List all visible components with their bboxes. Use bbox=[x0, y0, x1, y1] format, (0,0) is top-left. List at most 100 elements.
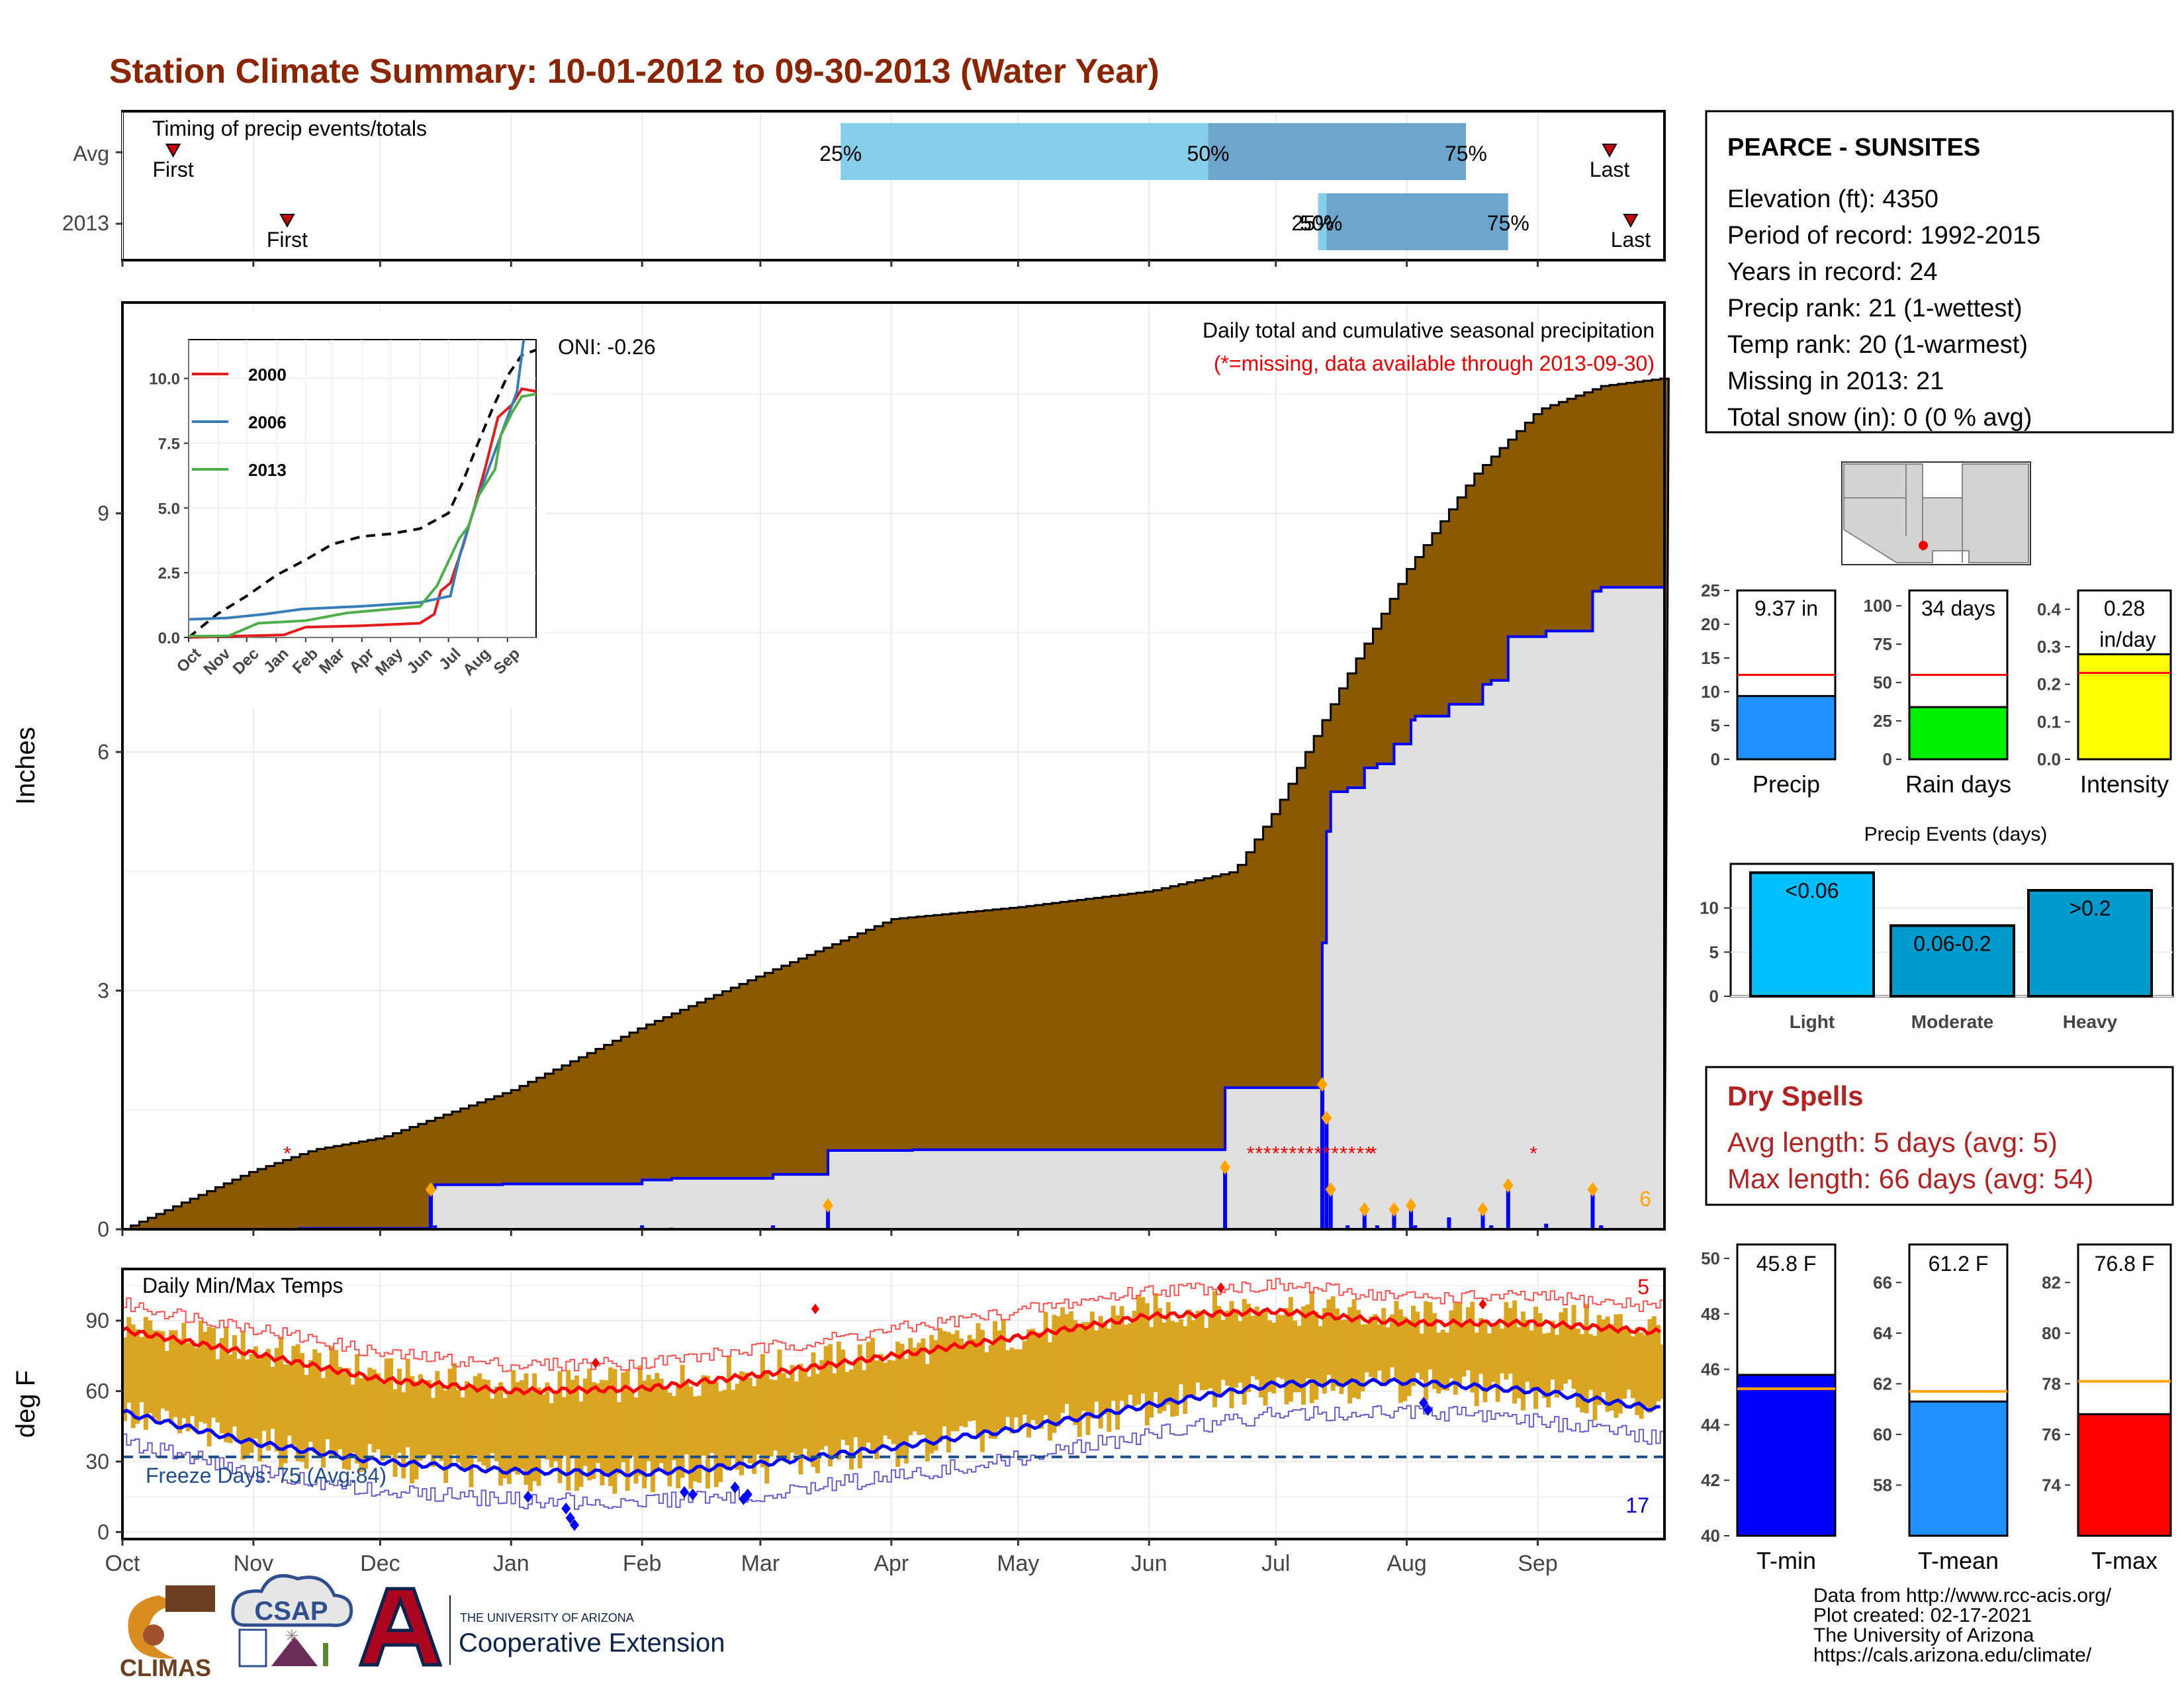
daily-temp-bar bbox=[431, 1397, 435, 1467]
daily-temp-bar bbox=[1174, 1322, 1179, 1416]
month-tick-label: May bbox=[997, 1551, 1039, 1576]
daily-temp-bar bbox=[899, 1344, 905, 1458]
temp-summary-ytick-label: 76 bbox=[2042, 1425, 2061, 1444]
temp-summary-ytick-label: 74 bbox=[2042, 1475, 2061, 1495]
events-bar bbox=[2027, 889, 2153, 998]
daily-temp-bar bbox=[1242, 1299, 1247, 1405]
daily-temp-bar bbox=[329, 1346, 334, 1456]
daily-temp-bar bbox=[232, 1335, 237, 1427]
daily-temp-bar bbox=[625, 1369, 630, 1491]
daily-precip-marker bbox=[1220, 1160, 1231, 1175]
footer-line: Plot created: 02-17-2021 bbox=[1813, 1605, 2032, 1626]
missing-marker: * bbox=[1281, 1143, 1289, 1164]
daily-temp-bar bbox=[1495, 1323, 1500, 1402]
inset-line-2013 bbox=[188, 393, 537, 638]
daily-temp-bar bbox=[494, 1386, 499, 1462]
daily-temp-bar bbox=[752, 1386, 757, 1474]
daily-temp-bar bbox=[815, 1374, 820, 1474]
daily-temp-bar bbox=[1297, 1325, 1302, 1393]
temp-summary-label: T-mean bbox=[1918, 1547, 1999, 1574]
missing-marker: * bbox=[1247, 1143, 1255, 1164]
summary-value-bar bbox=[2077, 653, 2172, 761]
oni-label: ONI: -0.26 bbox=[558, 335, 656, 359]
daily-temp-bar bbox=[1356, 1309, 1361, 1399]
daily-temp-bar bbox=[646, 1374, 651, 1462]
daily-temp-bar bbox=[1486, 1333, 1492, 1389]
daily-temp-bar bbox=[853, 1360, 858, 1438]
month-tick-label: Jan bbox=[493, 1551, 529, 1576]
summary-ytick-label: 0 bbox=[1711, 749, 1720, 769]
daily-temp-bar bbox=[1373, 1314, 1378, 1382]
daily-temp-bar bbox=[692, 1396, 698, 1481]
precip-ytick-label: 3 bbox=[97, 978, 109, 1002]
temp-ytick-label: 60 bbox=[85, 1379, 109, 1403]
daily-temp-bar bbox=[126, 1317, 132, 1403]
daily-temp-bar bbox=[1398, 1309, 1403, 1403]
daily-temp-bar bbox=[152, 1330, 157, 1419]
daily-temp-bar bbox=[773, 1380, 778, 1451]
y2013-last-marker bbox=[1623, 214, 1639, 228]
daily-temp-bar bbox=[1381, 1307, 1387, 1387]
daily-temp-bar bbox=[1592, 1335, 1598, 1421]
daily-temp-bar bbox=[988, 1344, 993, 1439]
locator-map bbox=[1841, 461, 2031, 565]
daily-temp-bar bbox=[591, 1382, 596, 1479]
summary-ytick-label: 100 bbox=[1864, 596, 1892, 616]
daily-temp-bar bbox=[1250, 1315, 1255, 1376]
daily-temp-bar bbox=[410, 1376, 415, 1483]
events-category-label: Heavy bbox=[2063, 1011, 2118, 1032]
missing-marker: * bbox=[1314, 1143, 1322, 1164]
daily-temp-bar bbox=[574, 1375, 580, 1491]
avg-min-line bbox=[122, 1377, 1661, 1477]
temp-ytick-label: 0 bbox=[97, 1520, 109, 1544]
daily-temp-bar bbox=[709, 1381, 715, 1453]
daily-temp-bar bbox=[435, 1371, 440, 1458]
daily-temp-bar bbox=[1635, 1327, 1640, 1415]
daily-temp-bar bbox=[844, 1372, 850, 1446]
daily-temp-bar bbox=[917, 1342, 922, 1435]
month-tick-label: Apr bbox=[874, 1551, 909, 1576]
daily-temp-bar bbox=[587, 1368, 592, 1481]
daily-temp-bar bbox=[1009, 1347, 1015, 1434]
daily-temp-bar bbox=[169, 1330, 174, 1425]
missing-note: (*=missing, data available through 2013-… bbox=[1214, 352, 1655, 375]
temp-summary-ytick-label: 58 bbox=[1873, 1475, 1892, 1495]
daily-temp-bar bbox=[384, 1358, 389, 1456]
daily-temp-bar bbox=[1309, 1291, 1314, 1403]
daily-temp-bar bbox=[621, 1372, 626, 1462]
daily-temp-bar bbox=[895, 1341, 901, 1468]
daily-temp-bar bbox=[376, 1373, 381, 1450]
summary-ytick-label: 50 bbox=[1873, 673, 1892, 692]
summary-value-label: 9.37 in bbox=[1754, 596, 1818, 620]
precip-ylabel: Inches bbox=[11, 727, 40, 805]
summary-ytick-label: 0.0 bbox=[2037, 749, 2061, 769]
daily-temp-bar bbox=[1651, 1316, 1657, 1409]
daily-temp-bar bbox=[1622, 1329, 1627, 1399]
daily-temp-bar bbox=[832, 1373, 837, 1456]
temp-summary-ytick-label: 64 bbox=[1873, 1323, 1892, 1343]
daily-temp-bar bbox=[1275, 1314, 1281, 1378]
daily-temp-bar bbox=[245, 1359, 250, 1456]
daily-temp-bar bbox=[506, 1394, 512, 1484]
daily-temp-bar bbox=[1660, 1344, 1665, 1399]
dry-spells-max: Max length: 66 days (avg: 54) bbox=[1727, 1163, 2093, 1194]
daily-precip-bar bbox=[1320, 1084, 1324, 1229]
dry-spells-avg: Avg length: 5 days (avg: 5) bbox=[1727, 1127, 2058, 1158]
daily-temp-bar bbox=[1161, 1323, 1167, 1411]
inset-grid bbox=[188, 340, 536, 638]
avg-p50-label: 50% bbox=[1187, 142, 1230, 165]
month-tick-label: Mar bbox=[741, 1551, 780, 1576]
daily-temp-bar bbox=[1402, 1316, 1408, 1401]
daily-temp-bar bbox=[997, 1330, 1002, 1430]
daily-temp-bar bbox=[659, 1378, 664, 1464]
daily-temp-bar bbox=[866, 1342, 871, 1443]
daily-temp-bar bbox=[380, 1382, 385, 1461]
daily-temp-bar bbox=[1364, 1324, 1369, 1373]
daily-temp-bar bbox=[498, 1382, 504, 1486]
daily-temp-bar bbox=[604, 1380, 609, 1474]
daily-temp-bar bbox=[929, 1335, 934, 1454]
daily-temp-bar bbox=[735, 1383, 740, 1470]
daily-precip-bar bbox=[771, 1225, 776, 1229]
daily-temp-bar bbox=[1537, 1313, 1543, 1393]
